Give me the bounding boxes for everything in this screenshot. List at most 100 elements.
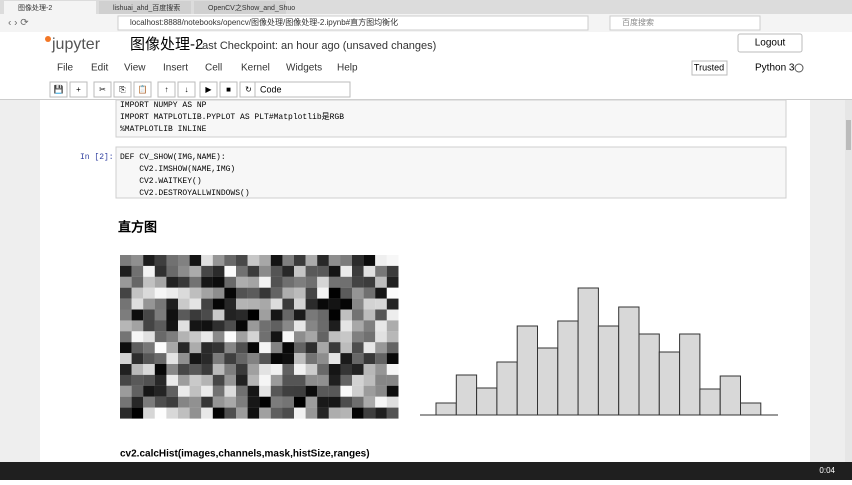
pixel-cell xyxy=(154,342,167,354)
pixel-cell xyxy=(375,320,387,332)
pixel-cell xyxy=(386,331,399,343)
trusted[interactable]: Trusted xyxy=(694,62,724,72)
pixel-cell xyxy=(166,374,179,386)
toolbar-icon[interactable]: ↻ xyxy=(245,85,252,94)
toolbar-icon[interactable]: 📋 xyxy=(138,84,148,94)
cell-type-select[interactable] xyxy=(254,81,351,98)
menu-item[interactable]: Edit xyxy=(91,63,108,74)
toolbar-button[interactable] xyxy=(69,81,88,98)
pixel-cell xyxy=(201,309,213,321)
pixel-cell xyxy=(317,342,329,354)
toolbar-icon[interactable]: ✂ xyxy=(99,85,106,94)
menu-item[interactable]: Kernel xyxy=(241,63,270,74)
toolbar-button[interactable] xyxy=(177,81,196,98)
pixel-cell xyxy=(294,396,306,408)
pixel-cell xyxy=(212,407,225,419)
menu-item[interactable]: Insert xyxy=(163,63,188,74)
pixel-cell xyxy=(352,364,364,375)
menu-item[interactable]: File xyxy=(57,63,74,74)
pixel-cell xyxy=(386,255,399,266)
menu-item[interactable]: Cell xyxy=(205,63,222,74)
pixel-cell xyxy=(282,364,295,375)
pixel-cell xyxy=(317,374,329,386)
kernel: Python 3 xyxy=(755,63,795,74)
pixel-cell xyxy=(305,298,318,310)
toolbar-button[interactable] xyxy=(199,81,218,98)
toolbar-icon[interactable]: ■ xyxy=(226,85,231,94)
pixel-cell xyxy=(294,320,306,332)
toolbar-button[interactable] xyxy=(133,81,152,98)
toolbar-button[interactable] xyxy=(157,81,176,98)
pixel-cell xyxy=(236,396,248,408)
pixel-cell xyxy=(178,353,190,365)
tab[interactable] xyxy=(99,1,191,14)
toolbar-icon[interactable]: ↓ xyxy=(185,85,189,94)
toolbar-icon[interactable]: ▶ xyxy=(205,85,212,94)
menu-item[interactable]: Widgets xyxy=(286,63,322,74)
toolbar-icon[interactable]: ↑ xyxy=(165,85,169,94)
hist-bar xyxy=(658,351,681,416)
logout-button[interactable] xyxy=(737,33,803,53)
code-cell[interactable] xyxy=(115,99,787,138)
scrollbar[interactable] xyxy=(845,100,852,462)
pixel-cell xyxy=(131,396,144,408)
kernel-indicator xyxy=(794,63,804,73)
pixel-cell xyxy=(363,342,376,354)
pixel-cell xyxy=(166,396,179,408)
pixel-cell xyxy=(189,331,202,343)
tab-title[interactable]: lishuai_ahd_百度搜索 xyxy=(113,3,180,12)
pixel-cell xyxy=(294,385,306,397)
pixel-cell xyxy=(178,407,190,419)
pixel-cell xyxy=(352,309,364,321)
pixel-cell xyxy=(386,309,399,321)
pixel-cell xyxy=(270,265,283,277)
pixel-cell xyxy=(212,287,225,299)
search[interactable]: 百度搜索 xyxy=(622,17,654,27)
nav-buttons[interactable]: ‹ › ⟳ xyxy=(8,18,29,29)
url[interactable]: localhost:8888/notebooks/opencv/图像处理/图像处… xyxy=(130,17,398,27)
hist-bar xyxy=(577,287,599,416)
menu-item[interactable]: Help xyxy=(337,63,358,74)
code-cell[interactable] xyxy=(115,146,787,199)
toolbar-button[interactable] xyxy=(49,81,68,98)
toolbar-button[interactable] xyxy=(113,81,132,98)
pixel-cell xyxy=(178,309,190,321)
search-box[interactable] xyxy=(609,15,761,31)
pixel-cell xyxy=(143,287,155,299)
tab-title[interactable]: OpenCV之Show_and_Shuo xyxy=(208,3,295,12)
pixel-cell xyxy=(282,407,295,419)
pixel-cell xyxy=(166,265,179,277)
tab-title[interactable]: 图像处理-2 xyxy=(18,3,52,12)
toolbar-button[interactable] xyxy=(93,81,112,98)
pixel-cell xyxy=(352,374,364,386)
toolbar-icon[interactable]: ⎘ xyxy=(119,85,126,94)
toolbar-icon[interactable]: + xyxy=(76,85,81,94)
scroll-thumb[interactable] xyxy=(846,120,851,150)
pixel-cell xyxy=(166,385,179,397)
url-box[interactable] xyxy=(117,15,589,31)
pixel-cell xyxy=(317,276,329,288)
tab[interactable] xyxy=(194,1,286,14)
image-output xyxy=(120,255,399,419)
pixel-cell xyxy=(236,331,248,343)
pixel-cell xyxy=(294,331,306,343)
toolbar-button[interactable] xyxy=(219,81,238,98)
logo[interactable]: jupyter xyxy=(51,36,101,53)
pixel-cell xyxy=(386,298,399,310)
toolbar-icon[interactable]: 💾 xyxy=(54,84,64,94)
menu-item[interactable]: View xyxy=(124,63,146,74)
pixel-cell xyxy=(236,342,248,354)
trusted-box[interactable] xyxy=(691,60,728,76)
pixel-cell xyxy=(189,364,202,375)
pixel-cell xyxy=(328,287,341,299)
pixel-cell xyxy=(212,320,225,332)
pixel-cell xyxy=(305,276,318,288)
logout[interactable]: Logout xyxy=(755,38,786,49)
pixel-cell xyxy=(201,353,213,365)
pixel-cell xyxy=(224,342,237,354)
pixel-cell xyxy=(224,287,237,299)
tab[interactable] xyxy=(4,1,96,14)
notebook-title[interactable]: 图像处理-2 xyxy=(130,36,203,53)
cell-type[interactable]: Code xyxy=(260,84,282,94)
